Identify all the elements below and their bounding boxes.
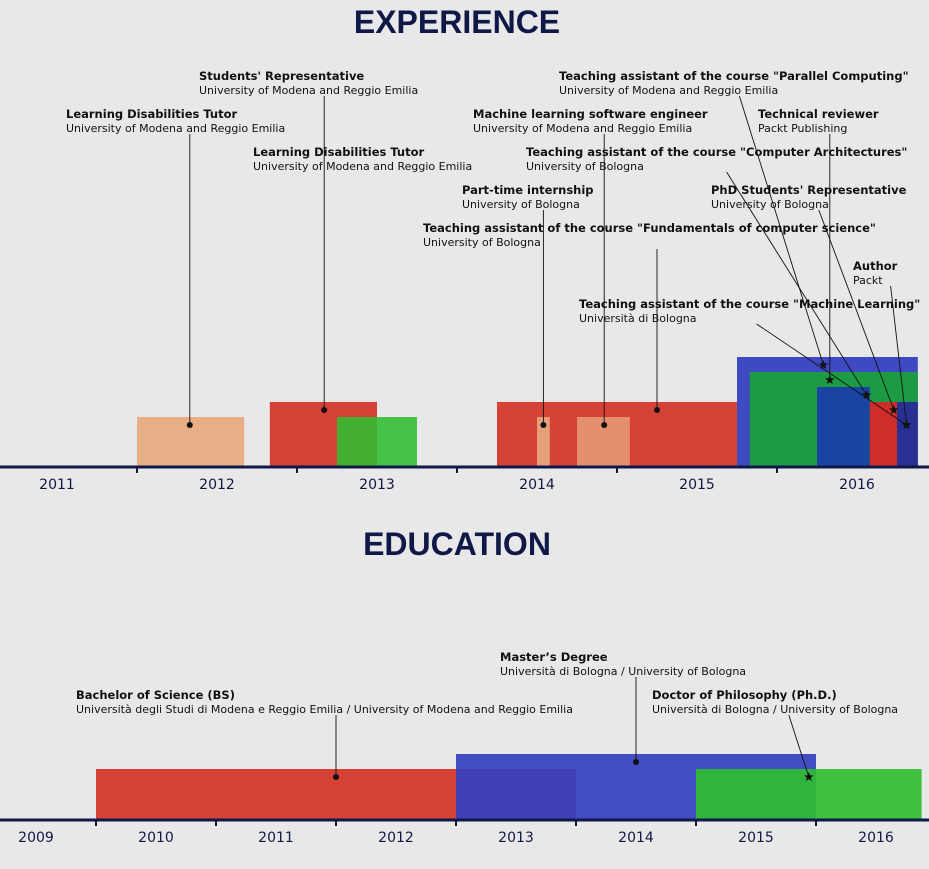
tick-label: 2016: [858, 830, 894, 846]
annotation-org: Packt: [853, 274, 883, 287]
education-title: EDUCATION: [363, 526, 551, 562]
annotation-org: University of Modena and Reggio Emilia: [199, 84, 418, 97]
experience-timeline: 2011 2012 2013 2014 2015 2016 Learning Disabil…: [0, 69, 929, 493]
dot-marker: [333, 774, 339, 780]
timeline-bar: [337, 417, 417, 467]
tick-label: 2014: [519, 477, 555, 493]
tick-label: 2009: [18, 830, 54, 846]
timeline-bar: [817, 387, 870, 467]
timeline-bar: [537, 417, 550, 467]
annotation-org: University of Bologna: [711, 198, 829, 211]
experience-title: EXPERIENCE: [354, 4, 560, 40]
tick-label: 2011: [258, 830, 294, 846]
annotation-org: Università degli Studi di Modena e Reggi…: [76, 703, 573, 716]
tick-label: 2010: [138, 830, 174, 846]
tick-label: 2013: [498, 830, 534, 846]
annotation-role: Bachelor of Science (BS): [76, 688, 235, 702]
annotation-org: University of Modena and Reggio Emilia: [66, 122, 285, 135]
tick-label: 2016: [839, 477, 875, 493]
annotation-org: Università di Bologna: [579, 312, 697, 325]
dot-marker: [633, 759, 639, 765]
annotation-role: Technical reviewer: [758, 107, 879, 121]
star-marker: [889, 405, 899, 415]
tick-label: 2011: [39, 477, 75, 493]
tick-label: 2014: [618, 830, 654, 846]
annotation-org: University of Bologna: [462, 198, 580, 211]
annotation-role: Teaching assistant of the course "Machin…: [579, 297, 920, 311]
tick-label: 2012: [378, 830, 414, 846]
star-marker: [818, 360, 829, 370]
star-marker: [804, 772, 814, 782]
leader-line: [756, 323, 907, 426]
annotation-role: PhD Students' Representative: [711, 183, 907, 197]
tick-label: 2015: [738, 830, 774, 846]
dot-marker: [601, 422, 608, 428]
star-marker: [825, 375, 835, 385]
annotation-role: Teaching assistant of the course "Fundam…: [423, 221, 876, 235]
annotation-role: Doctor of Philosophy (Ph.D.): [652, 688, 837, 702]
annotation-role: Author: [853, 259, 898, 273]
star-marker: [901, 420, 912, 430]
annotation-org: Packt Publishing: [758, 122, 847, 135]
annotation-org: Università di Bologna / University of Bo…: [500, 665, 746, 678]
star-marker: [861, 390, 872, 400]
education-timeline: 2009 2010 2011 2012 2013 2014 2015 2016 Bachelor…: [0, 650, 929, 846]
dot-marker: [540, 422, 547, 428]
annotation-role: Part-time internship: [462, 183, 594, 197]
timeline-bar: [897, 402, 918, 467]
annotation-role: Teaching assistant of the course "Comput…: [526, 145, 907, 159]
annotation-org: University of Modena and Reggio Emilia: [253, 160, 472, 173]
leader-line: [738, 95, 824, 366]
annotation-org: Università di Bologna / University of Bo…: [652, 703, 898, 716]
leader-line: [818, 209, 895, 411]
tick-label: 2013: [359, 477, 395, 493]
annotation-role: Master’s Degree: [500, 650, 608, 664]
leader-line: [726, 171, 867, 396]
annotation-role: Machine learning software engineer: [473, 107, 708, 121]
dot-marker: [321, 407, 328, 413]
leader-line: [890, 285, 908, 426]
tick-label: 2012: [199, 477, 235, 493]
leader-line: [788, 714, 810, 778]
annotation-role: Learning Disabilities Tutor: [66, 107, 238, 121]
annotation-role: Teaching assistant of the course "Parall…: [559, 69, 909, 83]
tick-label: 2015: [679, 477, 715, 493]
annotation-org: University of Modena and Reggio Emilia: [559, 84, 778, 97]
annotation-org: University of Bologna: [526, 160, 644, 173]
dot-marker: [186, 422, 193, 428]
annotation-org: University of Bologna: [423, 236, 541, 249]
annotation-role: Students' Representative: [199, 69, 364, 83]
annotation-role: Learning Disabilities Tutor: [253, 145, 425, 159]
annotation-org: University of Modena and Reggio Emilia: [473, 122, 692, 135]
dot-marker: [654, 407, 660, 413]
